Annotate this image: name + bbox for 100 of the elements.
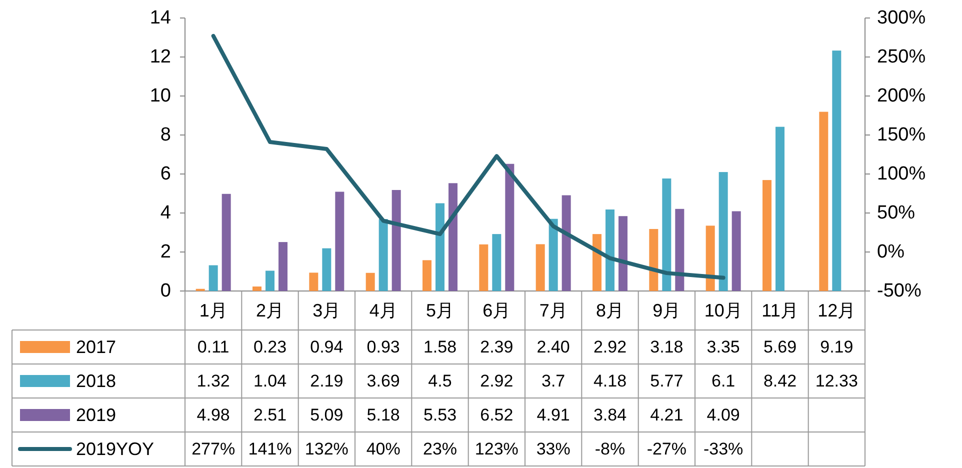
y2-tick-label: 100%: [877, 164, 926, 184]
x-tick-label: 7月: [539, 300, 568, 320]
data-label: 1.32: [196, 372, 230, 390]
data-label: 8.42: [763, 372, 797, 390]
bar: [706, 226, 715, 291]
bar: [309, 272, 318, 291]
x-tick-label: 8月: [596, 300, 624, 320]
data-label: 12.33: [815, 372, 858, 390]
x-tick-label: 2月: [256, 300, 284, 320]
y2-tick-label: -50%: [877, 280, 922, 302]
bar: [592, 234, 602, 291]
data-label: 0.93: [366, 338, 400, 356]
data-label: 123%: [474, 440, 518, 458]
data-label: -8%: [594, 440, 626, 458]
bar: [776, 126, 784, 291]
data-label: 3.69: [366, 372, 400, 390]
bar: [732, 211, 741, 291]
data-label: 5.18: [366, 406, 400, 424]
y2-tick-label: 0%: [877, 242, 905, 262]
data-label: 1.04: [253, 372, 287, 390]
y2-tick-label: 250%: [877, 46, 926, 68]
bar: [479, 244, 488, 291]
bar: [422, 260, 432, 291]
bar: [675, 208, 684, 291]
bar: [392, 190, 401, 291]
bar: [222, 194, 231, 291]
bar: [252, 286, 262, 291]
data-label: 23%: [422, 440, 458, 458]
data-label: 4.21: [650, 406, 684, 424]
data-label: 3.18: [650, 338, 684, 356]
data-label: 9.19: [820, 338, 854, 356]
data-label: 2.92: [593, 338, 627, 356]
data-label: 5.09: [310, 406, 344, 424]
data-label: -27%: [646, 440, 687, 458]
data-label: 3.84: [593, 406, 627, 424]
data-label: 5.69: [763, 338, 797, 356]
bar: [448, 183, 458, 291]
data-label: 4.91: [536, 406, 570, 424]
bar: [718, 172, 728, 291]
y-tick-label: 14: [150, 8, 172, 28]
bar: [322, 248, 332, 291]
bar: [492, 234, 502, 291]
x-tick-label: 5月: [426, 300, 454, 320]
data-label: 6.1: [712, 372, 736, 390]
bar: [662, 178, 672, 291]
legend-label: 2018: [76, 371, 116, 391]
data-label: 2.19: [310, 372, 344, 390]
x-tick-label: 9月: [652, 300, 681, 320]
data-label: 4.98: [196, 406, 230, 424]
bar: [618, 216, 628, 291]
bar: [335, 192, 344, 291]
bar: [378, 219, 388, 291]
bar: [762, 180, 772, 291]
bar: [278, 242, 288, 291]
legend-label: 2017: [76, 337, 116, 357]
y-tick-label: 2: [160, 242, 171, 262]
data-label: 6.52: [480, 406, 514, 424]
data-label: -33%: [703, 440, 744, 458]
data-label: 3.7: [542, 372, 566, 390]
y-tick-label: 12: [150, 46, 171, 68]
x-tick-label: 1月: [199, 300, 228, 320]
bar: [606, 209, 614, 291]
y-tick-label: 10: [150, 86, 171, 106]
data-label: 277%: [192, 440, 236, 458]
data-label: 132%: [304, 440, 348, 458]
data-label: 33%: [536, 440, 570, 458]
x-tick-label: 12月: [818, 300, 856, 320]
x-tick-label: 11月: [762, 300, 798, 320]
data-label: 2.40: [536, 338, 570, 356]
data-label: 141%: [248, 440, 292, 458]
y2-tick-label: 200%: [877, 86, 926, 106]
data-label: 2.92: [480, 372, 514, 390]
bar: [208, 265, 218, 291]
data-label: 3.35: [706, 338, 740, 356]
y-tick-label: 0: [160, 280, 171, 302]
y-tick-label: 8: [160, 124, 171, 146]
y2-tick-label: 300%: [877, 8, 926, 28]
y2-tick-label: 50%: [877, 202, 916, 224]
bar: [649, 228, 658, 291]
data-label: 0.11: [197, 338, 230, 356]
bar: [505, 164, 514, 291]
bar: [436, 203, 444, 291]
y2-tick-label: 150%: [877, 124, 926, 146]
data-label: 0.94: [310, 338, 344, 356]
bar: [819, 112, 828, 291]
x-tick-label: 4月: [369, 300, 398, 320]
legend-label: 2019YOY: [76, 439, 154, 459]
bar: [562, 195, 571, 291]
x-tick-label: 3月: [312, 300, 341, 320]
data-label: 1.58: [423, 338, 457, 356]
data-label: 4.5: [428, 372, 452, 390]
data-label: 0.23: [253, 338, 287, 356]
bar: [536, 244, 545, 291]
y-tick-label: 6: [160, 164, 171, 184]
data-label: 40%: [366, 440, 400, 458]
legend-label: 2019: [76, 405, 116, 425]
data-label: 2.51: [253, 406, 287, 424]
bar: [832, 50, 842, 291]
data-label: 5.53: [423, 406, 457, 424]
data-label: 4.09: [706, 406, 740, 424]
